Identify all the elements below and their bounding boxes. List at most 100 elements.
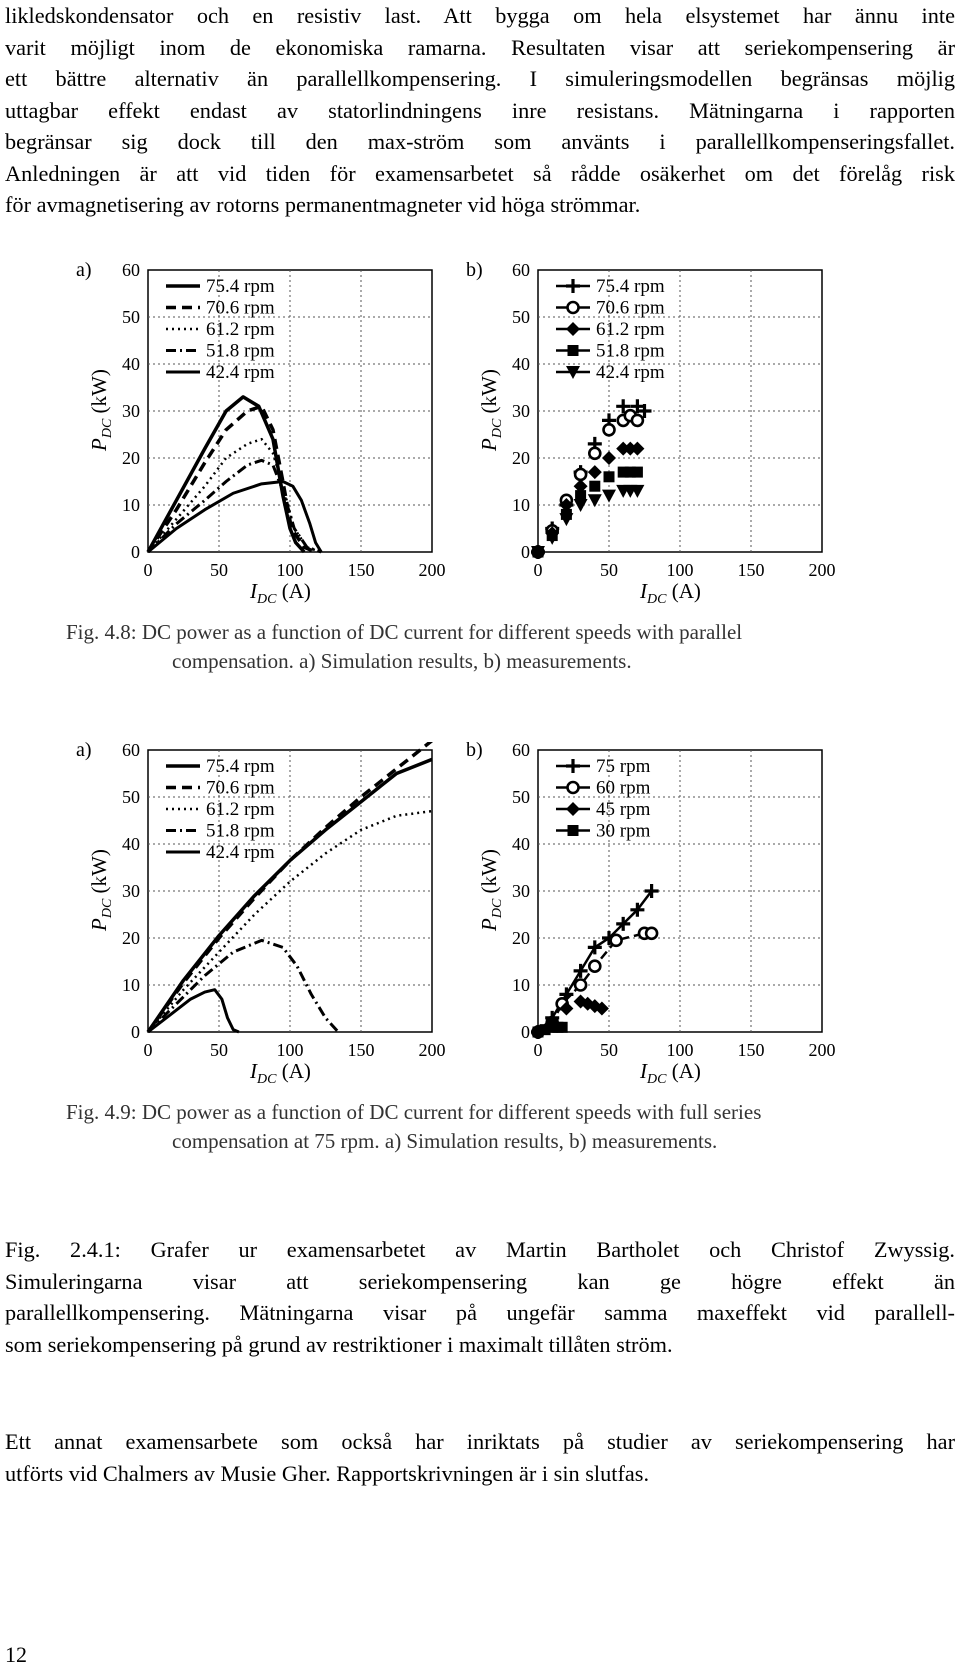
y-tick-label: 50: [512, 307, 530, 327]
data-point: [602, 423, 616, 437]
x-tick-label: 50: [210, 1040, 228, 1060]
legend-label: 75.4 rpm: [206, 276, 275, 297]
data-point: [616, 916, 631, 931]
x-tick-label: 100: [277, 1040, 304, 1060]
y-axis-label: PDC (kW): [87, 369, 115, 452]
data-point: [566, 279, 580, 293]
data-point: [566, 300, 580, 315]
chart-panel: 0 50 100 150 200 0 10 20 30 40 50 60 a) PDC (kW) IDC (…: [76, 259, 446, 607]
data-series: [532, 1021, 568, 1038]
data-point: [603, 471, 615, 483]
data-point: [559, 513, 574, 527]
data-point: [573, 499, 588, 512]
x-axis-label: IDC (A): [249, 579, 311, 607]
legend-label: 30 rpm: [596, 821, 651, 842]
data-series: [146, 458, 322, 554]
data-point: [567, 825, 579, 836]
legend-label: 61.2 rpm: [596, 319, 665, 340]
data-point: [587, 465, 602, 480]
legend-label: 61.2 rpm: [206, 799, 275, 820]
data-point: [630, 441, 645, 456]
text-line: Ett annat examensarbete som också har in…: [5, 1429, 955, 1454]
x-tick-label: 200: [809, 560, 836, 580]
y-tick-label: 20: [122, 928, 140, 948]
x-tick-label: 50: [600, 560, 618, 580]
series-line: [147, 437, 322, 554]
x-tick-label: 200: [419, 1040, 446, 1060]
data-point: [624, 466, 636, 478]
legend-label: 60 rpm: [596, 778, 651, 799]
y-tick-label: 30: [122, 401, 140, 421]
y-tick-label: 30: [122, 881, 140, 901]
data-point: [630, 484, 645, 498]
x-tick-label: 50: [600, 1040, 618, 1060]
legend-label: 51.8 rpm: [596, 341, 665, 362]
data-point: [609, 933, 623, 948]
data-point: [566, 759, 580, 773]
panel-label: a): [76, 742, 92, 761]
y-tick-label: 50: [122, 307, 140, 327]
text-line: ett bättre alternativ än parallellkompen…: [5, 66, 955, 91]
data-point: [630, 902, 645, 917]
y-tick-label: 0: [521, 1022, 530, 1042]
caption-line: Fig. 2.4.1: Grafer ur examensarbetet av …: [5, 1237, 955, 1262]
y-tick-label: 50: [512, 787, 530, 807]
figure-caption-line: compensation. a) Simulation results, b) …: [172, 649, 632, 673]
data-series: [147, 437, 322, 554]
figure-2-4-1-caption: Fig. 2.4.1: Grafer ur examensarbetet av …: [5, 1234, 955, 1360]
data-point: [594, 1001, 609, 1016]
caption-line: Simuleringarna visar att seriekompenseri…: [5, 1268, 955, 1294]
data-point: [556, 1021, 568, 1033]
legend-label: 42.4 rpm: [206, 842, 275, 863]
x-tick-label: 0: [144, 560, 153, 580]
legend-label: 61.2 rpm: [206, 319, 275, 340]
figure-caption-line: compensation at 75 rpm. a) Simulation re…: [172, 1129, 718, 1153]
text-line: för avmagnetisering av rotorns permanent…: [5, 192, 641, 217]
y-tick-label: 40: [512, 834, 530, 854]
data-point: [630, 399, 645, 414]
data-point: [566, 366, 580, 379]
y-axis-label: PDC (kW): [477, 849, 505, 932]
data-series: [531, 484, 645, 559]
y-tick-label: 10: [122, 975, 140, 995]
figure-4-9: 0 50 100 150 200 0 10 20 30 40 50 60 a) PDC (kW) IDC (…: [0, 739, 960, 1202]
panel-label: a): [76, 262, 92, 281]
closing-paragraph: Ett annat examensarbete som också har in…: [5, 1426, 955, 1489]
y-tick-label: 60: [512, 262, 530, 280]
x-tick-label: 200: [419, 560, 446, 580]
intro-paragraph: likledskondensator och en resistiv last.…: [5, 0, 955, 221]
x-tick-label: 100: [277, 560, 304, 580]
data-point: [616, 399, 631, 414]
data-point: [566, 802, 580, 816]
x-axis-label: IDC (A): [639, 579, 701, 607]
y-tick-label: 20: [122, 448, 140, 468]
caption-lead: Fig. 2.4.1:: [5, 1237, 121, 1262]
chart-panel: 0 50 100 150 200 0 10 20 30 40 50 60 a) PDC (kW) IDC (…: [76, 739, 446, 1087]
text-line: Anledningen är att vid tiden för examens…: [5, 160, 955, 186]
x-tick-label: 150: [738, 560, 765, 580]
data-series: [146, 938, 340, 1034]
data-point: [637, 404, 652, 418]
data-point: [644, 884, 659, 898]
legend-label: 70.6 rpm: [206, 778, 275, 799]
y-tick-label: 10: [512, 495, 530, 515]
panel-label: b): [466, 262, 483, 281]
data-point: [630, 413, 645, 428]
data-point: [602, 489, 616, 503]
data-point: [644, 926, 659, 941]
data-point: [573, 978, 588, 992]
legend-label: 42.4 rpm: [206, 362, 275, 383]
data-series: [147, 988, 240, 1034]
figure-caption-line: Fig. 4.8: DC power as a function of DC c…: [66, 620, 743, 644]
text-line: varit möjligt inom de ekonomiska ramarna…: [5, 34, 955, 60]
y-axis-label: PDC (kW): [87, 849, 115, 932]
y-tick-label: 40: [122, 834, 140, 854]
y-tick-label: 0: [131, 542, 140, 562]
page-number: 12: [5, 1642, 27, 1667]
text-line: begränsar sig dock till den max-ström so…: [5, 129, 955, 154]
x-tick-label: 150: [348, 1040, 375, 1060]
